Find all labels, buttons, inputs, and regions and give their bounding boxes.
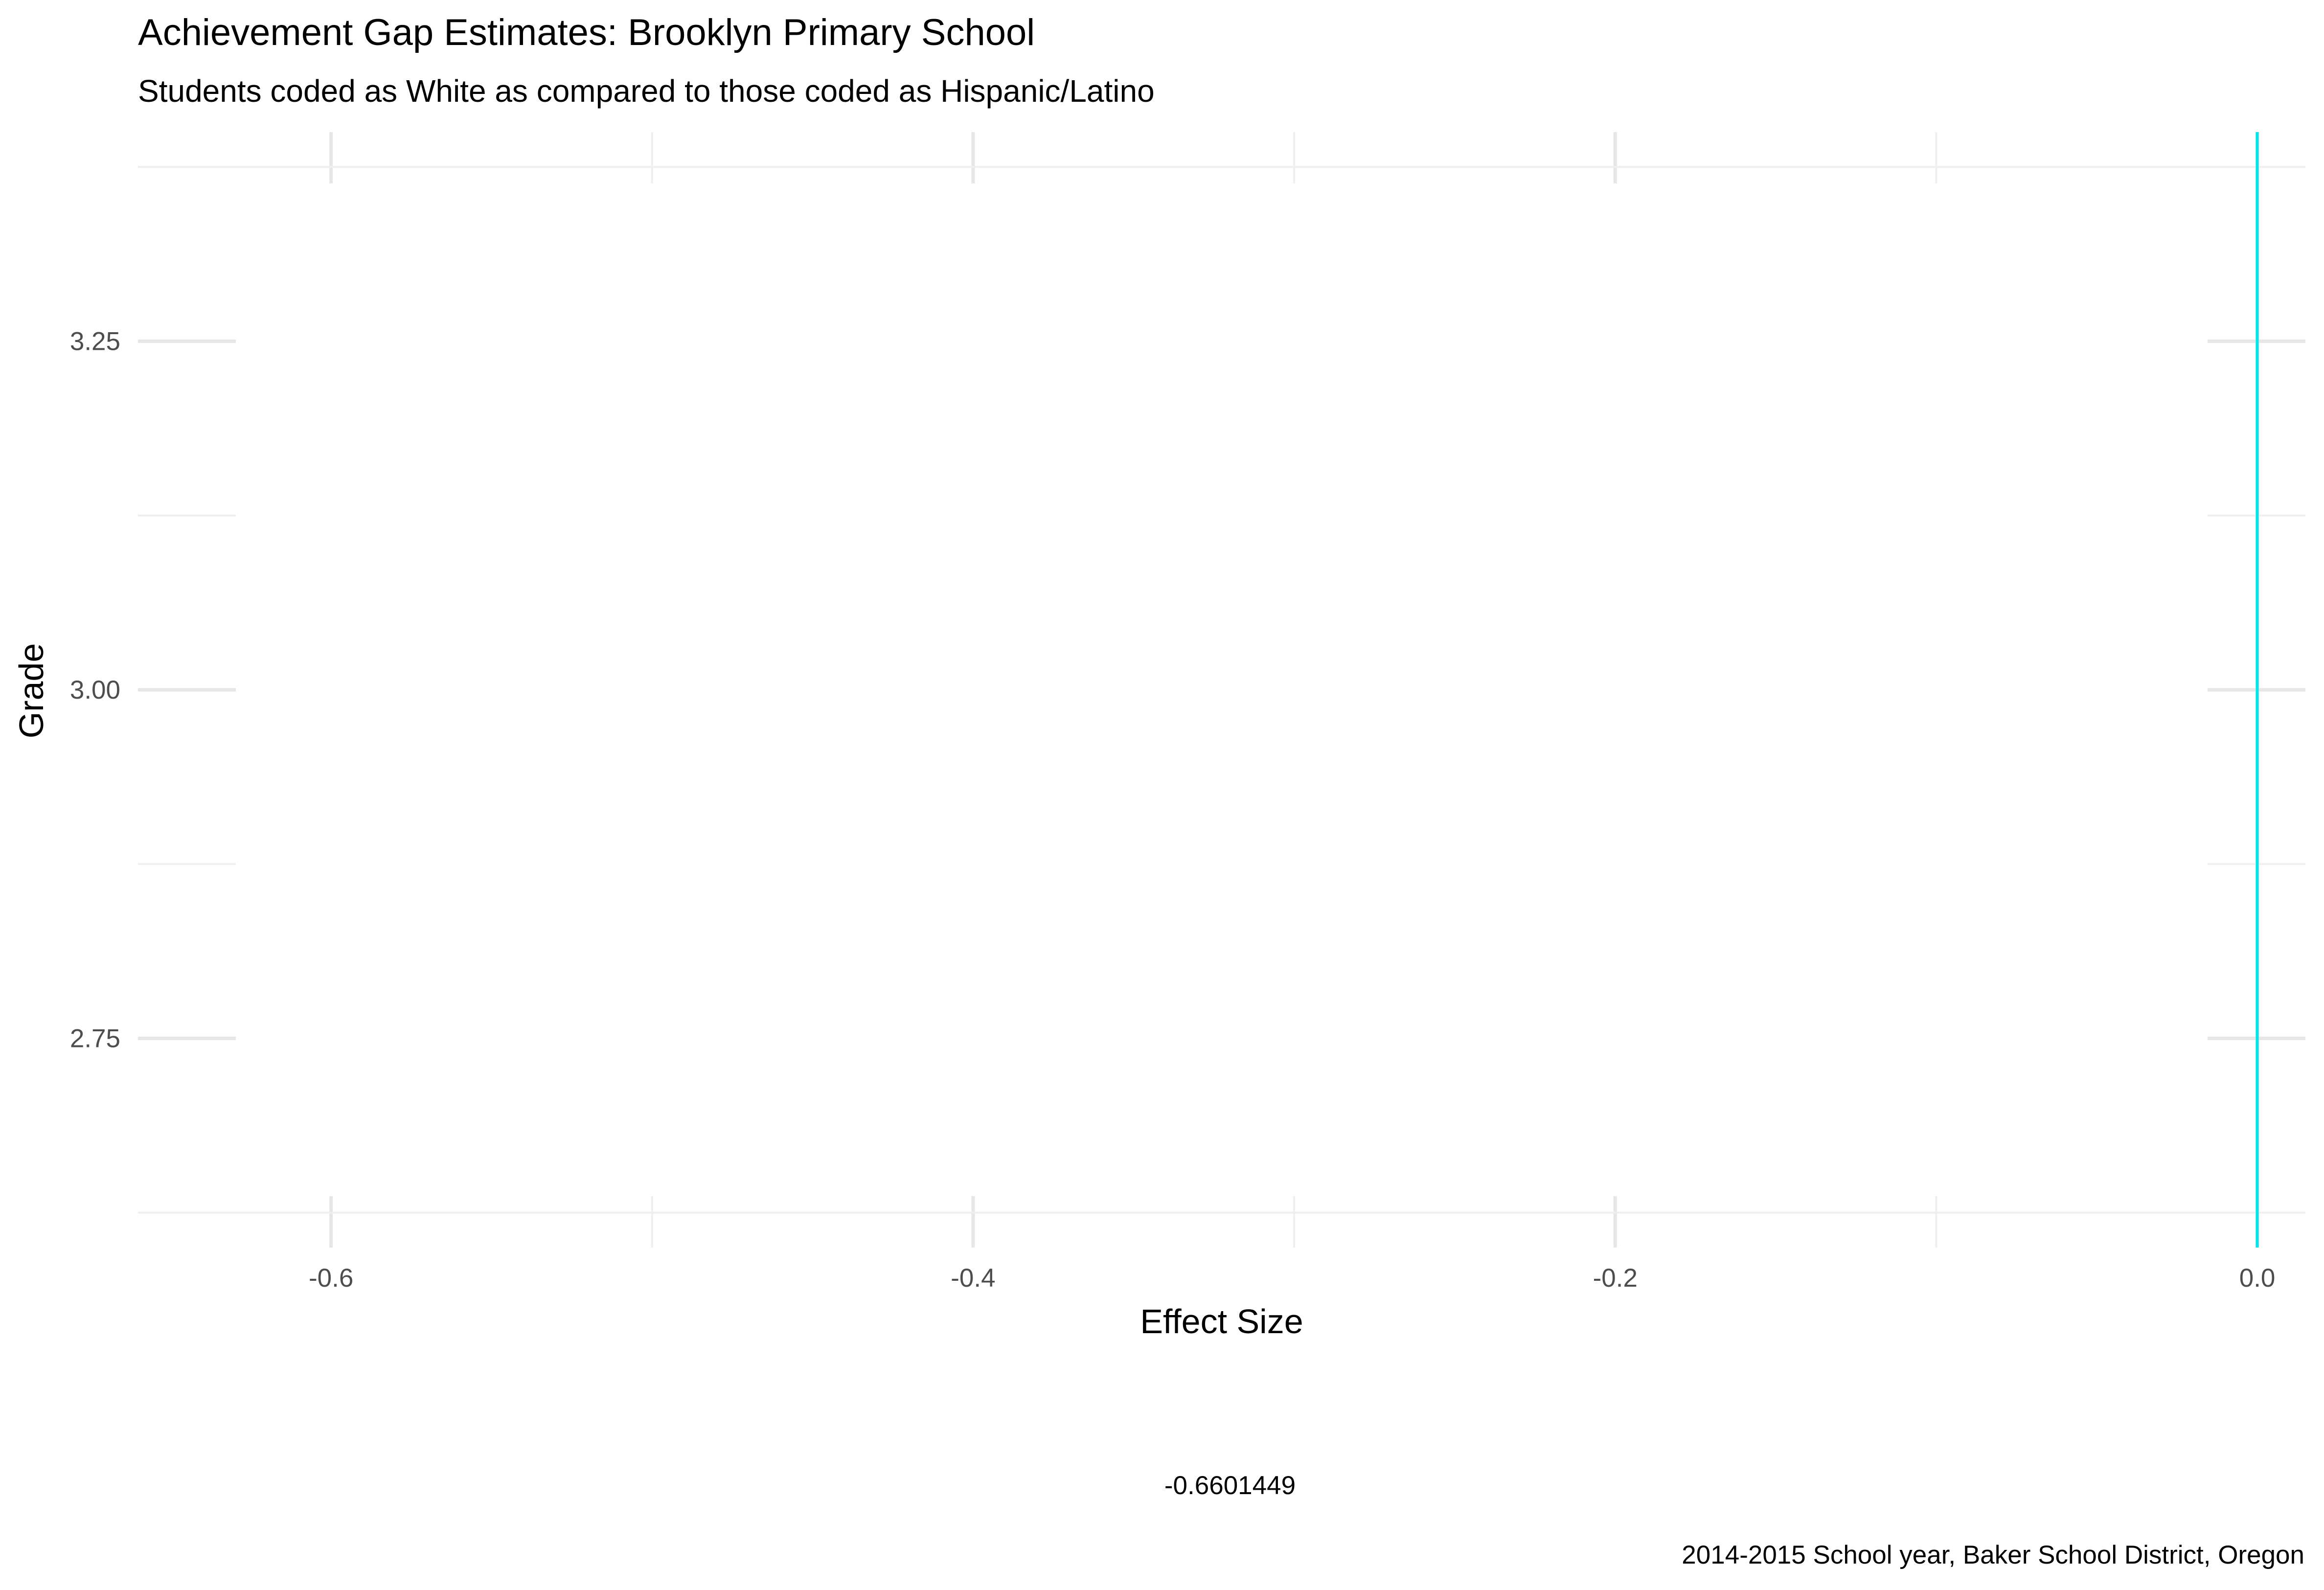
y-axis-title: Grade bbox=[12, 643, 50, 739]
y-tick-label: 3.25 bbox=[70, 327, 120, 356]
grid-lines bbox=[138, 132, 2305, 1248]
chart-title: Achievement Gap Estimates: Brooklyn Prim… bbox=[138, 12, 1035, 53]
x-tick-label: -0.2 bbox=[1593, 1264, 1638, 1293]
annotation-value: -0.6601449 bbox=[1164, 1471, 1296, 1500]
chart-subtitle: Students coded as White as compared to t… bbox=[138, 73, 1155, 109]
x-tick-labels: -0.6 -0.4 -0.2 0.0 bbox=[309, 1264, 2275, 1293]
y-tick-label: 3.00 bbox=[70, 676, 120, 704]
panel-mask bbox=[236, 183, 2208, 1196]
x-tick-label: -0.6 bbox=[309, 1264, 353, 1293]
x-axis-title: Effect Size bbox=[1140, 1302, 1303, 1340]
x-tick-label: 0.0 bbox=[2239, 1264, 2276, 1293]
y-tick-label: 2.75 bbox=[70, 1024, 120, 1053]
x-tick-label: -0.4 bbox=[951, 1264, 995, 1293]
y-tick-labels: 2.75 3.00 3.25 bbox=[70, 327, 120, 1053]
chart-caption: 2014-2015 School year, Baker School Dist… bbox=[1682, 1541, 2304, 1569]
